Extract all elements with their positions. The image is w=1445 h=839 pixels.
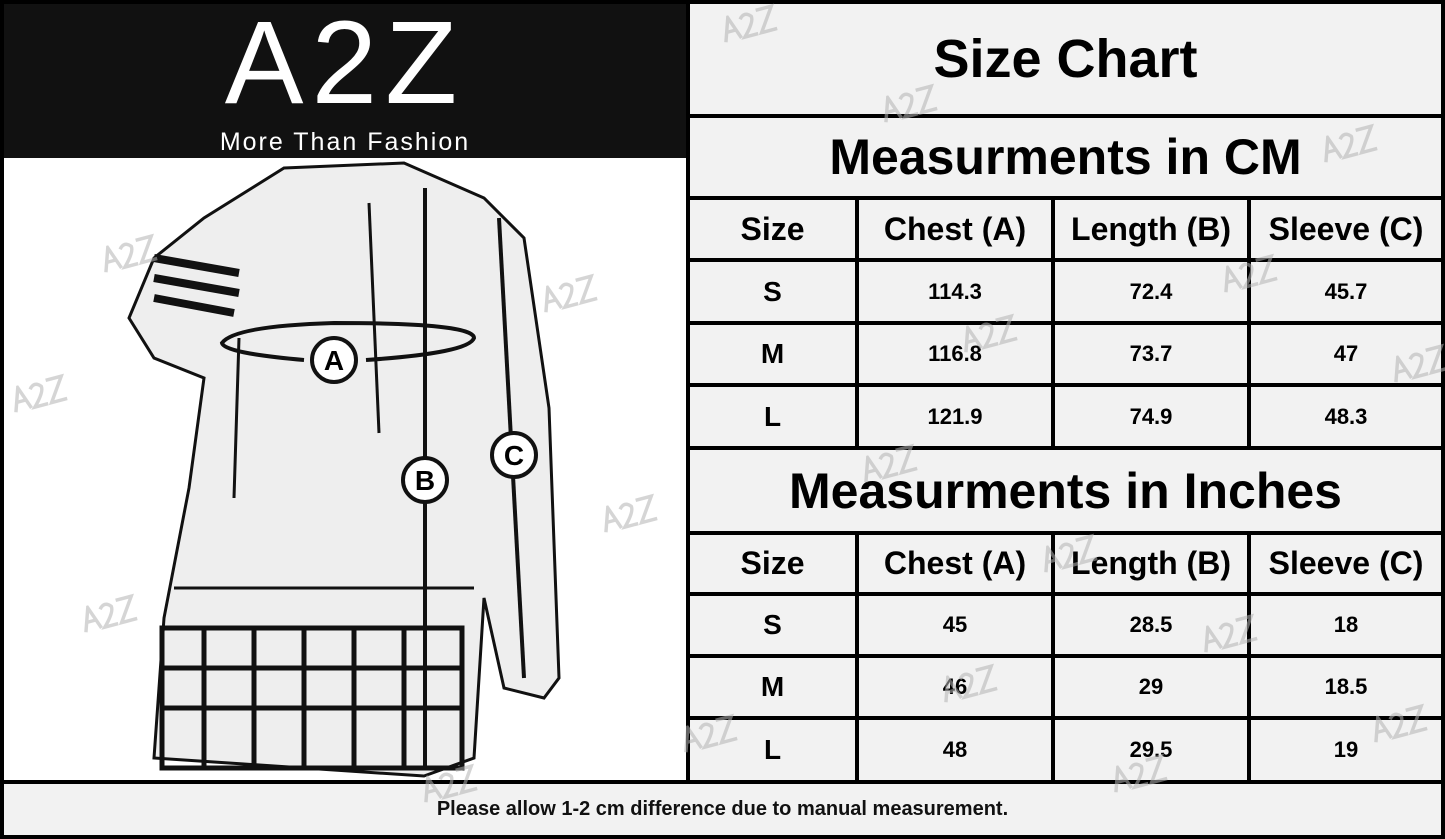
measurement-cell: 18.5 bbox=[1251, 658, 1441, 716]
measurement-cell: 116.8 bbox=[859, 325, 1051, 383]
column-header: Length (B) bbox=[1055, 535, 1247, 592]
measurement-cell: 121.9 bbox=[859, 387, 1051, 446]
column-header: Chest (A) bbox=[859, 200, 1051, 258]
marker-a: A bbox=[324, 345, 344, 376]
brand-logo: A2Z More Than Fashion bbox=[4, 4, 686, 158]
logo-tagline: More Than Fashion bbox=[219, 128, 471, 156]
marker-b: B bbox=[415, 465, 435, 496]
measurement-cell: 29 bbox=[1055, 658, 1247, 716]
measurement-cell: 45 bbox=[859, 596, 1051, 654]
size-label: L bbox=[690, 720, 855, 780]
measurement-cell: 46 bbox=[859, 658, 1051, 716]
measurement-cell: 114.3 bbox=[859, 262, 1051, 321]
measurement-cell: 45.7 bbox=[1251, 262, 1441, 321]
measurement-cell: 74.9 bbox=[1055, 387, 1247, 446]
footer-note: Please allow 1-2 cm difference due to ma… bbox=[4, 784, 1441, 835]
column-header: Length (B) bbox=[1055, 200, 1247, 258]
column-header: Sleeve (C) bbox=[1251, 200, 1441, 258]
measurement-cell: 19 bbox=[1251, 720, 1441, 780]
column-header: Size bbox=[690, 535, 855, 592]
marker-c: C bbox=[504, 440, 524, 471]
size-label: S bbox=[690, 262, 855, 321]
product-panel: A2Z More Than Fashion A B C bbox=[4, 4, 686, 780]
table-heading: Measurments in Inches bbox=[690, 450, 1441, 531]
size-label: S bbox=[690, 596, 855, 654]
measurement-cell: 47 bbox=[1251, 325, 1441, 383]
measurement-cell: 72.4 bbox=[1055, 262, 1247, 321]
hoodie-measurement-diagram: A B C bbox=[127, 161, 561, 778]
column-header: Sleeve (C) bbox=[1251, 535, 1441, 592]
table-heading: Measurments in CM bbox=[690, 118, 1441, 196]
size-label: L bbox=[690, 387, 855, 446]
chart-title: Size Chart bbox=[690, 4, 1441, 114]
measurement-cell: 28.5 bbox=[1055, 596, 1247, 654]
size-chart: Size Chart Measurments in CM Size Chest (A… bbox=[690, 4, 1441, 780]
logo-text: A2Z bbox=[224, 0, 466, 129]
size-label: M bbox=[690, 325, 855, 383]
measurement-cell: 48.3 bbox=[1251, 387, 1441, 446]
measurement-cell: 73.7 bbox=[1055, 325, 1247, 383]
measurement-cell: 18 bbox=[1251, 596, 1441, 654]
column-header: Size bbox=[690, 200, 855, 258]
measurement-cell: 29.5 bbox=[1055, 720, 1247, 780]
column-header: Chest (A) bbox=[859, 535, 1051, 592]
measurement-cell: 48 bbox=[859, 720, 1051, 780]
size-label: M bbox=[690, 658, 855, 716]
